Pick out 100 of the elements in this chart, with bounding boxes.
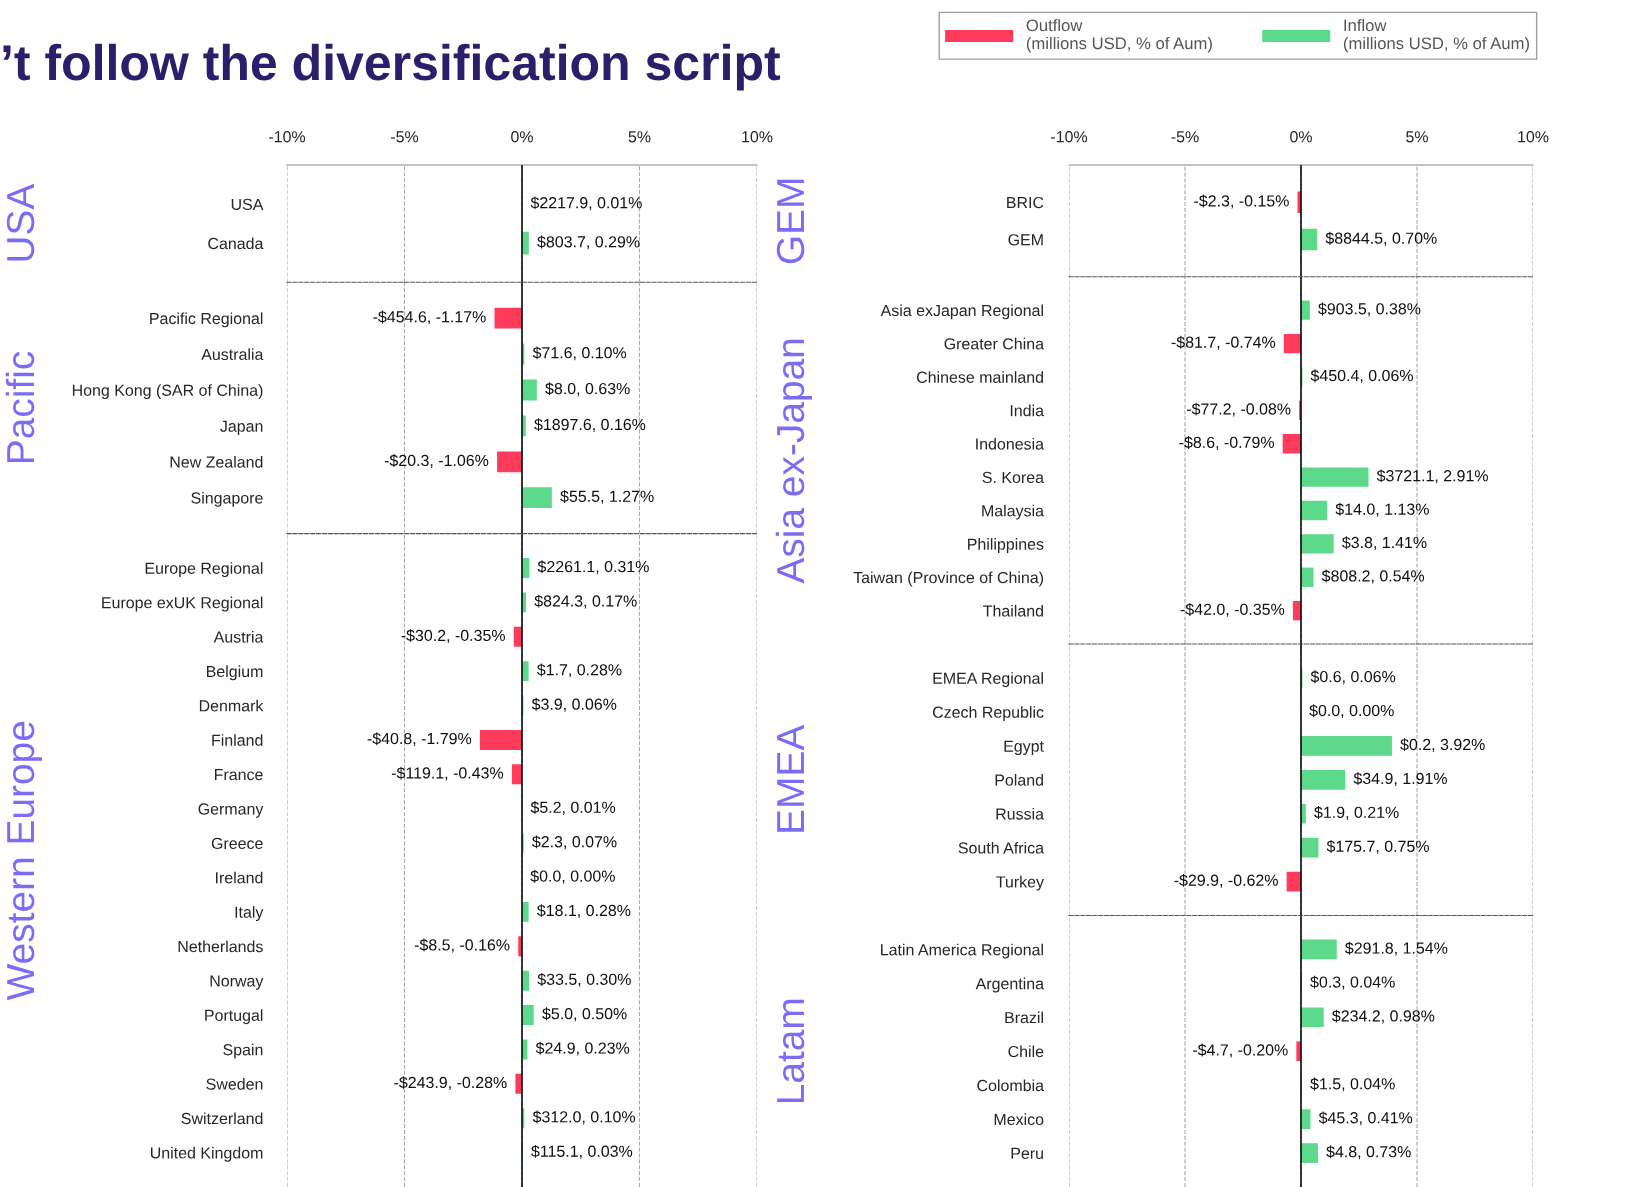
text: $903.5, 0.38% [1318, 302, 1421, 317]
y-tick-label: Brazil [1005, 1011, 1043, 1024]
text: $1.5, 0.04% [1310, 1077, 1395, 1092]
text: -$40.8, -1.79% [367, 732, 472, 747]
y-tick-label: Hong Kong (SAR of China) [72, 384, 263, 400]
x-tick-label: 5% [1406, 131, 1428, 143]
y-tick-label: Taiwan (Province of China) [853, 571, 1044, 587]
y-tick-label: Thailand [983, 604, 1043, 617]
y-tick-label: Sweden [206, 1078, 263, 1090]
y-tick-label: S. Korea [982, 471, 1044, 484]
y-tick-label: Peru [1011, 1147, 1043, 1160]
y-axis-title: Western Europe [7, 721, 42, 1001]
legend-label: Inflow (millions USD, % of Aum) [1343, 19, 1529, 53]
y-tick-label: Netherlands [178, 940, 263, 953]
y-tick-label: New Zealand [170, 456, 263, 468]
y-tick-label: Ireland [216, 871, 263, 884]
text: -$4.7, -0.20% [1193, 1043, 1288, 1058]
y-tick-label: Colombia [977, 1079, 1044, 1092]
text: $2217.9, 0.01% [530, 196, 642, 211]
x-tick-label: 10% [742, 131, 773, 143]
text: -$20.3, -1.06% [384, 454, 489, 468]
y-tick-label: Japan [220, 420, 263, 435]
text: $45.3, 0.41% [1318, 1111, 1413, 1126]
text: -$42.0, -0.35% [1180, 602, 1285, 617]
y-tick-label: Malaysia [982, 504, 1044, 520]
x-tick-label: -5% [1171, 131, 1199, 143]
text: $3.8, 1.41% [1342, 536, 1427, 551]
y-tick-label: Spain [223, 1043, 263, 1059]
y-tick-label: India [1010, 404, 1044, 417]
x-tick-label: 0% [511, 131, 533, 143]
y-axis-title: EMEA [777, 724, 804, 832]
text: $5.0, 0.50% [542, 1007, 627, 1022]
text: $55.5, 1.27% [560, 489, 654, 504]
text: -$77.2, -0.08% [1186, 402, 1291, 417]
text: $1.9, 0.21% [1314, 806, 1399, 820]
text: -$119.1, -0.43% [391, 766, 504, 781]
text: $3.9, 0.06% [531, 697, 617, 712]
x-tick-label: 5% [628, 131, 651, 143]
y-axis-title: Pacific [5, 351, 35, 463]
text: -$81.7, -0.74% [1171, 335, 1276, 350]
y-tick-label: Chile [1008, 1045, 1044, 1058]
y-tick-label: Canada [208, 237, 264, 250]
y-tick-label: South Africa [958, 841, 1044, 854]
y-tick-label: Turkey [996, 875, 1044, 891]
y-tick-label: Austria [213, 630, 264, 643]
y-tick-label: Egypt [1004, 740, 1044, 755]
text: $71.6, 0.10% [532, 346, 627, 361]
y-tick-label: Latin America Regional [881, 943, 1043, 959]
x-tick-label: -5% [391, 131, 419, 143]
text: $24.9, 0.23% [535, 1041, 630, 1056]
text: $175.7, 0.75% [1326, 839, 1429, 854]
text: $8.0, 0.63% [545, 382, 630, 397]
text: -$30.2, -0.35% [401, 629, 505, 643]
x-tick-label: 0% [1290, 131, 1312, 143]
text: $1.7, 0.28% [536, 663, 622, 678]
y-tick-label: Belgium [207, 665, 263, 681]
y-tick-label: GEM [1008, 234, 1043, 246]
y-tick-label: Czech Republic [932, 706, 1044, 722]
y-tick-label: Germany [198, 803, 264, 818]
text: $14.0, 1.13% [1335, 502, 1429, 517]
text: -$454.6, -1.17% [373, 310, 486, 325]
y-tick-label: Europe Regional [145, 562, 263, 578]
text: $0.3, 0.04% [1310, 975, 1395, 990]
y-tick-label: Philippines [968, 538, 1044, 553]
text: -$2.3, -0.15% [1194, 194, 1289, 209]
text: $803.7, 0.29% [537, 235, 640, 250]
y-tick-label: Singapore [191, 491, 263, 507]
text: $824.3, 0.17% [534, 594, 637, 609]
y-tick-label: Russia [996, 807, 1044, 820]
text: -$243.9, -0.28% [394, 1076, 507, 1090]
text: -$8.5, -0.16% [414, 938, 510, 953]
y-tick-label: France [214, 769, 263, 781]
y-axis-title: Latam [777, 999, 805, 1103]
x-tick-label: -10% [269, 131, 306, 143]
y-tick-label: EMEA Regional [933, 672, 1043, 688]
text: $0.0, 0.00% [1309, 704, 1394, 719]
text: $291.8, 1.54% [1345, 941, 1448, 956]
text: $4.8, 0.73% [1326, 1145, 1411, 1160]
text: $0.6, 0.06% [1310, 670, 1396, 685]
y-tick-label: Portugal [205, 1009, 263, 1025]
y-tick-label: Poland [995, 774, 1043, 786]
text: $450.4, 0.06% [1310, 369, 1413, 384]
text: $34.9, 1.91% [1353, 772, 1447, 786]
y-tick-label: Greece [211, 837, 263, 850]
y-axis-title: Asia ex-Japan [775, 339, 812, 584]
text: $2.3, 0.07% [532, 835, 617, 850]
y-axis-title: GEM [776, 179, 805, 264]
text: $312.0, 0.10% [532, 1110, 636, 1125]
text: $2261.1, 0.31% [537, 560, 649, 575]
text: $5.2, 0.01% [530, 801, 616, 815]
y-tick-label: Argentina [975, 977, 1044, 993]
text: $18.1, 0.28% [536, 904, 631, 919]
text: $33.5, 0.30% [537, 972, 631, 987]
text: $8844.5, 0.70% [1325, 231, 1437, 246]
y-axis-title: USA [6, 183, 35, 261]
y-tick-label: Europe exUK Regional [102, 596, 263, 612]
text: $234.2, 0.98% [1332, 1009, 1435, 1024]
y-tick-label: Indonesia [976, 437, 1044, 450]
text: $0.2, 3.92% [1400, 738, 1485, 753]
y-tick-label: Switzerland [181, 1112, 263, 1125]
